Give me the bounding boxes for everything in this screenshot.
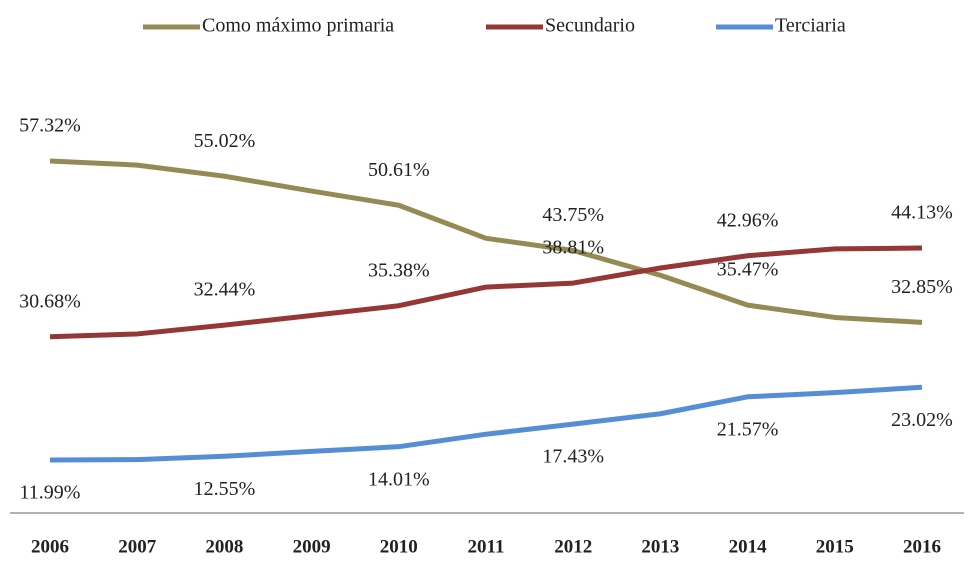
data-label: 23.02% bbox=[891, 409, 953, 431]
x-tick-label: 2007 bbox=[118, 536, 157, 557]
data-label: 43.75% bbox=[542, 204, 604, 226]
data-label: 14.01% bbox=[368, 468, 430, 490]
x-tick-label: 2009 bbox=[293, 536, 331, 557]
x-tick-label: 2012 bbox=[554, 536, 592, 557]
x-tick-label: 2008 bbox=[205, 536, 243, 557]
data-label: 35.47% bbox=[717, 259, 779, 281]
data-label: 32.44% bbox=[194, 279, 256, 301]
x-tick-label: 2014 bbox=[729, 536, 768, 557]
x-tick-label: 2013 bbox=[641, 536, 679, 557]
x-tick-label: 2006 bbox=[31, 536, 69, 557]
data-label: 17.43% bbox=[542, 446, 604, 468]
data-label: 57.32% bbox=[19, 115, 81, 137]
series-line bbox=[49, 384, 923, 463]
data-label: 32.85% bbox=[891, 276, 953, 298]
x-tick-label: 2011 bbox=[468, 536, 505, 557]
x-tick-label: 2016 bbox=[903, 536, 941, 557]
data-label: 44.13% bbox=[891, 202, 953, 224]
data-label: 55.02% bbox=[194, 130, 256, 152]
data-label: 42.96% bbox=[717, 209, 779, 231]
series-line bbox=[49, 158, 923, 325]
data-label: 12.55% bbox=[194, 478, 256, 500]
legend-label: Secundario bbox=[545, 15, 635, 37]
data-label: 35.38% bbox=[368, 259, 430, 281]
data-label: 21.57% bbox=[717, 418, 779, 440]
legend-label: Como máximo primaria bbox=[202, 15, 394, 37]
data-label: 30.68% bbox=[19, 290, 81, 312]
legend-label: Terciaria bbox=[775, 15, 846, 37]
series-line bbox=[49, 245, 923, 340]
data-label: 11.99% bbox=[20, 482, 81, 504]
x-tick-label: 2010 bbox=[380, 536, 418, 557]
x-tick-label: 2015 bbox=[816, 536, 854, 557]
data-label: 50.61% bbox=[368, 159, 430, 181]
data-label: 38.81% bbox=[542, 237, 604, 259]
